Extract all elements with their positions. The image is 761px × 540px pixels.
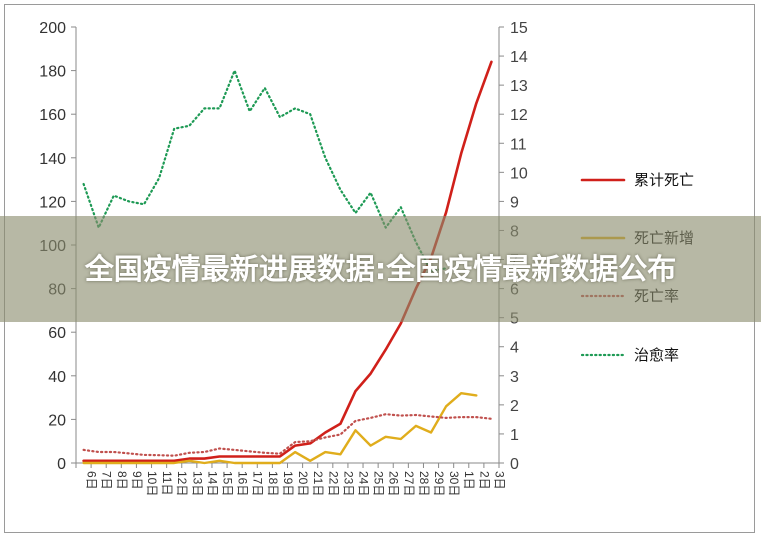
- y-left-tick-label: 60: [48, 325, 66, 342]
- y-right-tick-label: 11: [510, 136, 527, 153]
- x-tick-label: 21日: [311, 471, 325, 496]
- title-banner: 全国疫情最新进展数据:全国疫情最新数据公布: [0, 216, 761, 322]
- y-right-tick-label: 12: [510, 107, 528, 124]
- y-right-tick-label: 0: [510, 456, 519, 473]
- legend-label: 治愈率: [634, 346, 679, 364]
- y-right-tick-label: 13: [510, 78, 528, 95]
- x-tick-label: 25日: [372, 471, 386, 496]
- x-tick-label: 17日: [251, 471, 265, 496]
- y-right-tick-label: 4: [510, 340, 519, 357]
- y-right-tick-label: 2: [510, 398, 519, 415]
- x-tick-label: 16日: [236, 471, 250, 496]
- y-left-tick-label: 0: [57, 456, 66, 473]
- x-tick-label: 29日: [432, 471, 446, 496]
- y-right-tick-label: 3: [510, 369, 519, 386]
- y-left-tick-label: 180: [39, 64, 66, 81]
- y-left-tick-label: 200: [39, 20, 66, 37]
- x-tick-label: 6日: [85, 471, 99, 490]
- x-tick-label: 13日: [190, 471, 204, 496]
- series-line: [82, 392, 478, 465]
- x-tick-label: 12日: [175, 471, 189, 496]
- x-tick-label: 11日: [160, 471, 174, 495]
- y-right-tick-label: 9: [510, 194, 519, 211]
- x-tick-label: 26日: [387, 471, 401, 496]
- series-line: [82, 413, 493, 457]
- x-tick-label: 1日: [462, 471, 476, 490]
- y-left-tick-label: 20: [48, 412, 66, 429]
- y-left-tick-label: 140: [39, 151, 66, 168]
- x-tick-label: 2日: [477, 471, 491, 490]
- x-tick-label: 28日: [417, 471, 431, 496]
- y-right-tick-label: 14: [510, 49, 528, 66]
- x-tick-label: 15日: [221, 471, 235, 496]
- x-tick-label: 7日: [100, 471, 114, 490]
- x-tick-label: 8日: [115, 471, 129, 490]
- y-left-tick-label: 40: [48, 369, 66, 386]
- y-right-tick-label: 1: [510, 427, 519, 444]
- y-left-tick-label: 160: [39, 107, 66, 124]
- y-left-tick-label: 120: [39, 194, 66, 211]
- x-tick-label: 24日: [356, 471, 370, 496]
- x-tick-label: 22日: [326, 471, 340, 496]
- banner-title: 全国疫情最新进展数据:全国疫情最新数据公布: [84, 252, 677, 286]
- x-tick-label: 20日: [296, 471, 310, 496]
- x-tick-label: 10日: [145, 471, 159, 496]
- x-tick-label: 23日: [341, 471, 355, 496]
- x-tick-label: 9日: [130, 471, 144, 490]
- x-tick-label: 27日: [402, 471, 416, 496]
- x-tick-label: 30日: [447, 471, 461, 496]
- y-right-tick-label: 10: [510, 165, 528, 182]
- x-tick-label: 19日: [281, 471, 295, 496]
- y-right-tick-label: 15: [510, 20, 528, 37]
- legend-label: 累计死亡: [634, 171, 694, 189]
- x-tick-label: 14日: [205, 471, 219, 496]
- x-tick-label: 18日: [266, 471, 280, 496]
- x-tick-label: 3日: [492, 471, 506, 490]
